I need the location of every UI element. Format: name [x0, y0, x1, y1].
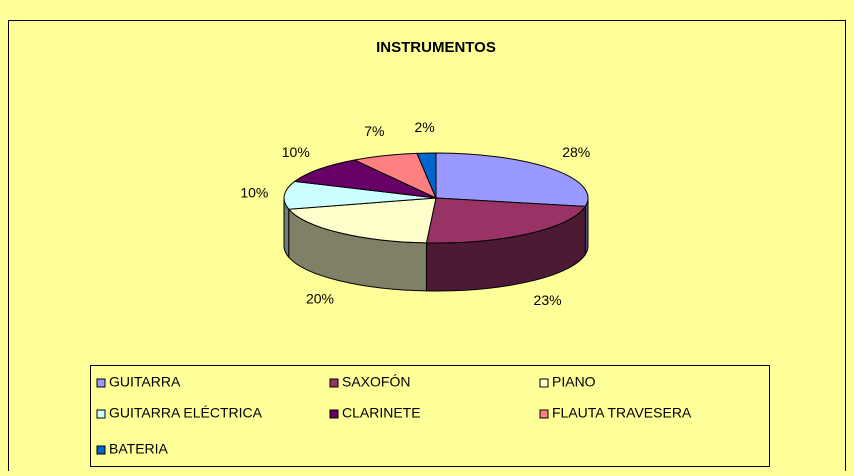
pie-slice [283, 180, 437, 210]
data-label: 28% [562, 144, 590, 160]
pie-slice [287, 197, 437, 244]
legend-swatch [96, 445, 106, 455]
legend-label: SAXOFÓN [342, 374, 410, 390]
legend-label: PIANO [552, 374, 596, 390]
pie-slice [293, 159, 437, 199]
data-label: 20% [306, 291, 334, 307]
legend-label: GUITARRA ELÉCTRICA [109, 405, 263, 421]
data-label: 7% [364, 123, 384, 139]
chart-title: INSTRUMENTOS [376, 39, 496, 56]
pie-slice [435, 152, 589, 207]
pie-slice [416, 152, 437, 199]
legend-label: FLAUTA TRAVESERA [552, 405, 692, 421]
legend-swatch [539, 409, 549, 419]
pie-slice [425, 197, 587, 244]
legend-swatch [329, 409, 339, 419]
legend-label: BATERIA [109, 441, 169, 457]
data-label: 10% [282, 144, 310, 160]
legend-swatch [96, 378, 106, 388]
legend-swatch [96, 409, 106, 419]
data-label: 23% [534, 292, 562, 308]
legend-label: CLARINETE [342, 405, 421, 421]
legend-swatch [539, 378, 549, 388]
data-label: 10% [240, 184, 268, 200]
legend-box [90, 365, 770, 467]
data-label: 2% [414, 119, 434, 135]
legend-label: GUITARRA [109, 374, 181, 390]
legend-swatch [329, 378, 339, 388]
